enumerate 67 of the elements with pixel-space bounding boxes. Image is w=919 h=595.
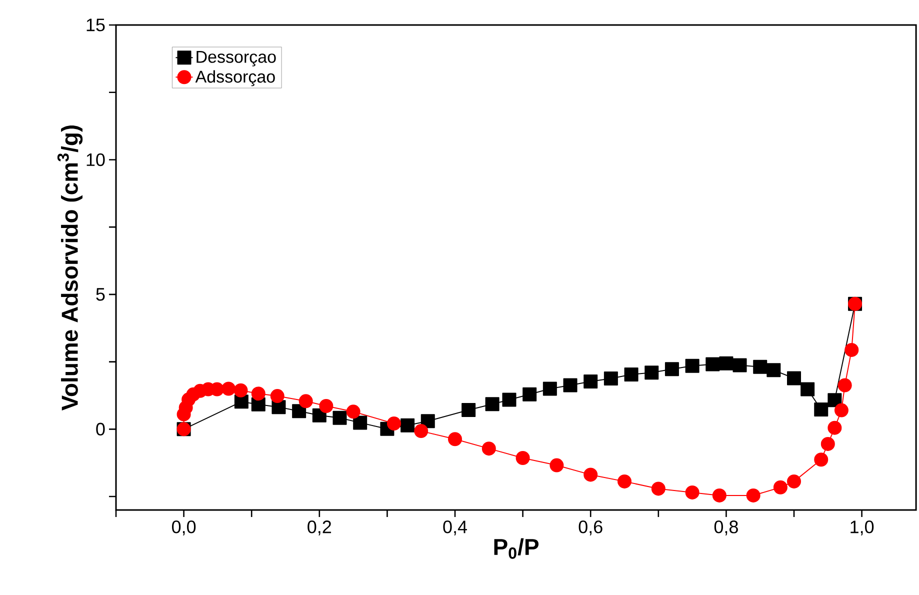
point xyxy=(746,488,760,502)
point xyxy=(400,418,415,432)
point xyxy=(618,474,632,488)
point xyxy=(644,366,659,380)
x-tick-label: 0,8 xyxy=(714,520,738,536)
point xyxy=(820,436,835,451)
point xyxy=(787,474,802,488)
point xyxy=(298,394,313,408)
point xyxy=(222,382,236,396)
point xyxy=(414,424,428,438)
point xyxy=(584,468,598,482)
point xyxy=(550,458,564,472)
point xyxy=(516,450,530,465)
point xyxy=(604,372,618,386)
point xyxy=(712,488,726,502)
y-tick-label: 10 xyxy=(86,153,105,166)
point xyxy=(251,386,266,401)
point xyxy=(522,387,537,402)
point xyxy=(800,382,815,396)
x-axis-title: P$_{0}$/P xyxy=(494,538,539,559)
point xyxy=(542,382,557,396)
point xyxy=(838,378,852,392)
y-axis-title: Volume Adsorvido (cm$^{3}$/g) xyxy=(57,125,83,411)
point xyxy=(753,360,768,374)
point xyxy=(353,416,368,430)
point xyxy=(448,432,462,446)
x-tick-label: 0,0 xyxy=(172,520,196,536)
legend-label: Adssorçao xyxy=(195,70,275,86)
point xyxy=(234,383,248,398)
x-tick-label: 0,2 xyxy=(308,520,332,536)
point xyxy=(651,482,666,496)
x-tick-label: 0,4 xyxy=(443,520,467,536)
point xyxy=(420,414,435,428)
point xyxy=(685,485,700,500)
point xyxy=(787,371,802,386)
point xyxy=(485,397,500,412)
point xyxy=(482,442,496,456)
point xyxy=(706,357,720,372)
point xyxy=(502,392,516,407)
point xyxy=(719,356,734,370)
point xyxy=(462,403,476,418)
y-tick-label: 0 xyxy=(96,422,105,436)
point xyxy=(834,403,848,418)
point xyxy=(292,404,306,418)
x-tick-label: 1,0 xyxy=(850,520,874,536)
point xyxy=(685,358,700,373)
point xyxy=(814,452,828,467)
point xyxy=(828,393,842,408)
y-tick-label: 5 xyxy=(96,288,105,301)
point xyxy=(319,398,334,413)
point xyxy=(563,378,578,392)
point xyxy=(773,480,788,494)
point xyxy=(664,362,679,376)
point xyxy=(624,367,638,382)
point xyxy=(584,374,598,388)
point xyxy=(828,420,842,435)
x-tick-label: 0,6 xyxy=(578,520,602,536)
point xyxy=(814,402,828,416)
point xyxy=(732,358,747,372)
legend-label: Dessorçao xyxy=(196,51,276,66)
point xyxy=(332,410,347,425)
point xyxy=(766,363,781,378)
y-tick-label: 15 xyxy=(86,18,105,32)
point xyxy=(270,389,284,404)
point xyxy=(386,416,401,431)
point xyxy=(844,342,859,357)
point xyxy=(346,404,360,419)
